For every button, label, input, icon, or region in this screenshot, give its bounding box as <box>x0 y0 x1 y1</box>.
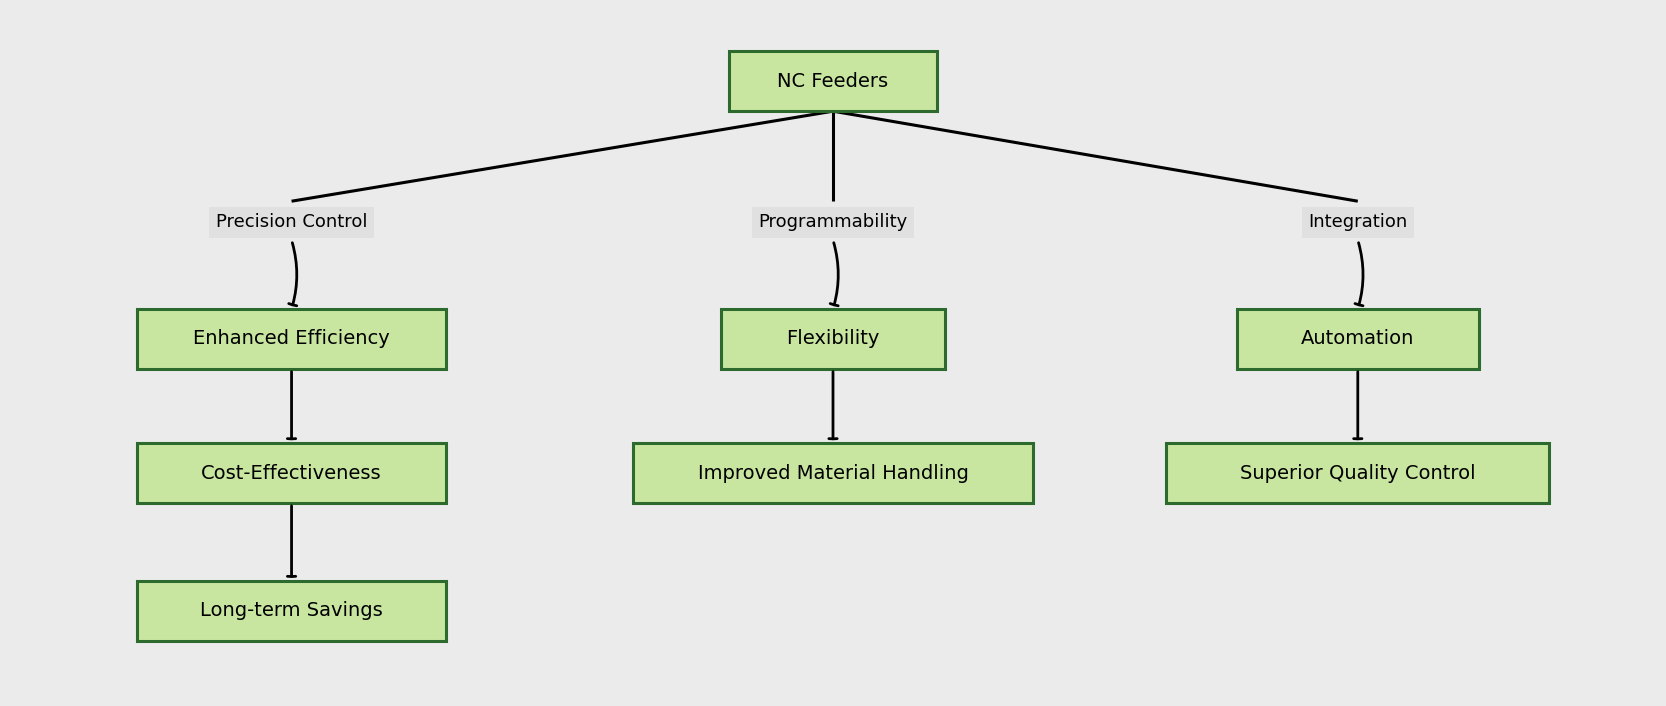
FancyBboxPatch shape <box>1236 309 1478 369</box>
Text: Improved Material Handling: Improved Material Handling <box>698 464 968 482</box>
Text: Flexibility: Flexibility <box>786 330 880 348</box>
FancyBboxPatch shape <box>137 309 445 369</box>
Text: Programmability: Programmability <box>758 213 908 232</box>
FancyBboxPatch shape <box>137 443 445 503</box>
Text: Long-term Savings: Long-term Savings <box>200 602 383 620</box>
Text: Cost-Effectiveness: Cost-Effectiveness <box>202 464 382 482</box>
Text: Enhanced Efficiency: Enhanced Efficiency <box>193 330 390 348</box>
FancyBboxPatch shape <box>1166 443 1549 503</box>
FancyBboxPatch shape <box>728 52 936 111</box>
Text: Automation: Automation <box>1301 330 1414 348</box>
Text: NC Feeders: NC Feeders <box>778 72 888 90</box>
FancyBboxPatch shape <box>137 580 445 641</box>
Text: Integration: Integration <box>1308 213 1408 232</box>
Text: Superior Quality Control: Superior Quality Control <box>1240 464 1476 482</box>
FancyBboxPatch shape <box>720 309 946 369</box>
FancyBboxPatch shape <box>633 443 1033 503</box>
Text: Precision Control: Precision Control <box>217 213 367 232</box>
